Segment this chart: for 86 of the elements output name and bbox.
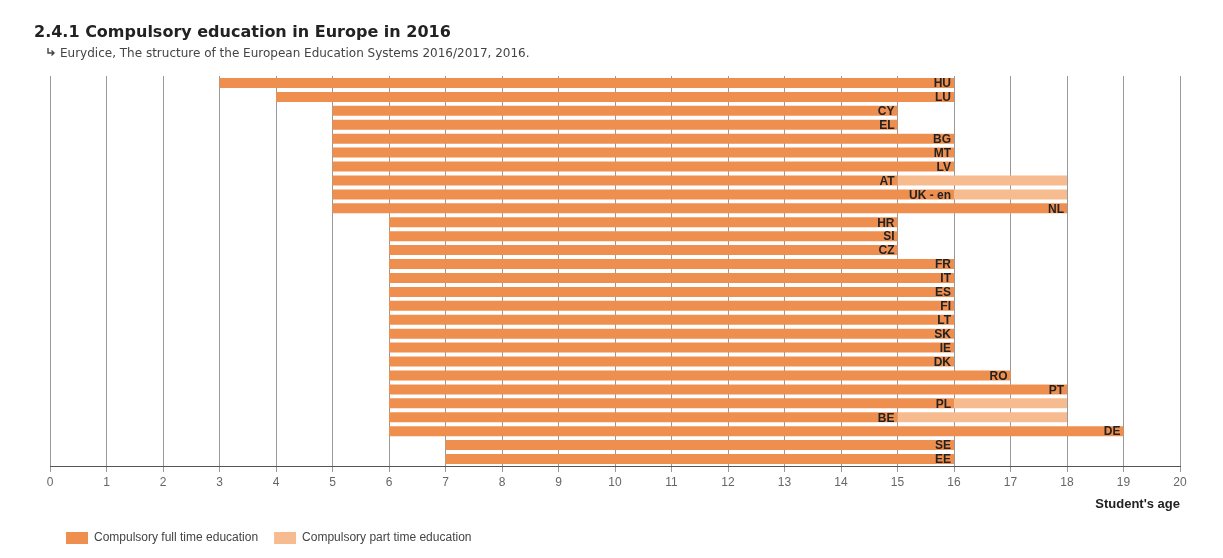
bar — [219, 77, 954, 88]
bar — [389, 272, 954, 283]
y-tick-label: RO — [989, 368, 1008, 383]
y-tick-label: IT — [940, 271, 952, 286]
x-tick-label: 9 — [555, 474, 563, 489]
bar — [389, 370, 1011, 381]
bar — [389, 245, 898, 256]
bar — [897, 412, 1067, 423]
y-tick-label: FR — [935, 257, 952, 272]
y-tick-label: LT — [937, 313, 952, 328]
y-tick-label: DE — [1103, 424, 1121, 439]
chart-subtitle: Eurydice, The structure of the European Education Systems 2016/2017, 2016. — [60, 46, 530, 60]
x-tick-label: 16 — [947, 474, 961, 489]
bar — [332, 189, 954, 200]
x-tick-label: 10 — [608, 474, 622, 489]
bar — [276, 91, 954, 102]
bar — [389, 286, 954, 297]
y-tick-label: AT — [879, 173, 896, 188]
y-tick-label: UK - en — [909, 187, 951, 202]
x-tick-label: 12 — [721, 474, 735, 489]
bar — [389, 356, 954, 367]
bar — [332, 105, 898, 116]
bar — [332, 161, 954, 172]
x-tick-label: 3 — [216, 474, 224, 489]
x-tick-label: 13 — [777, 474, 792, 489]
bar — [389, 398, 954, 409]
bar — [954, 189, 1067, 200]
y-tick-label: EE — [934, 452, 951, 467]
x-tick-label: 15 — [890, 474, 905, 489]
x-tick-label: 8 — [498, 474, 506, 489]
y-tick-label: SK — [934, 326, 952, 341]
x-tick-label: 19 — [1116, 474, 1131, 489]
legend-label: Compulsory part time education — [302, 530, 472, 545]
bar — [389, 426, 1124, 437]
y-tick-label: HU — [933, 76, 951, 91]
y-tick-label: ES — [934, 285, 951, 300]
y-tick-label: IE — [939, 340, 951, 355]
chart-title: 2.4.1 Compulsory education in Europe in 2016 — [34, 22, 451, 41]
bar — [332, 147, 954, 158]
bar — [445, 440, 954, 451]
y-tick-label: CZ — [878, 243, 895, 258]
y-tick-label: CY — [877, 104, 895, 119]
y-tick-label: PL — [935, 396, 951, 411]
x-tick-label: 2 — [159, 474, 167, 489]
x-tick-label: 4 — [272, 474, 280, 489]
y-tick-label: HR — [877, 215, 895, 230]
x-tick-label: 18 — [1060, 474, 1074, 489]
y-tick-label: LU — [935, 90, 951, 105]
bar — [389, 342, 954, 353]
bar — [332, 119, 898, 130]
x-tick-label: 0 — [46, 474, 54, 489]
y-tick-label: SE — [934, 438, 951, 453]
y-tick-label: LV — [936, 159, 951, 174]
bar — [332, 203, 1067, 214]
x-tick-label: 11 — [665, 474, 679, 489]
x-tick-label: 7 — [442, 474, 450, 489]
bar — [389, 231, 898, 242]
y-tick-label: PT — [1048, 382, 1065, 397]
x-tick-label: 6 — [385, 474, 393, 489]
bar — [389, 300, 954, 311]
x-axis-title: Student's age — [1095, 495, 1180, 511]
bar — [954, 398, 1067, 409]
y-tick-label: MT — [933, 145, 952, 160]
y-tick-label: FI — [940, 299, 951, 314]
bar — [332, 175, 898, 186]
legend-label: Compulsory full time education — [94, 530, 259, 545]
bar — [332, 133, 954, 144]
bar — [897, 175, 1067, 186]
y-tick-label: EL — [879, 118, 895, 133]
y-tick-label: DK — [933, 354, 952, 369]
y-tick-label: BG — [933, 131, 951, 146]
bar — [389, 412, 898, 423]
bar — [389, 217, 898, 228]
x-tick-label: 1 — [103, 474, 111, 489]
bar — [389, 384, 1067, 395]
y-tick-label: NL — [1048, 201, 1064, 216]
x-tick-label: 14 — [834, 474, 848, 489]
x-tick-label: 5 — [329, 474, 337, 489]
bar — [445, 454, 954, 465]
bar — [389, 259, 954, 270]
y-tick-label: BE — [877, 410, 895, 425]
bar — [389, 328, 954, 339]
y-tick-label: SI — [883, 229, 895, 244]
x-tick-label: 20 — [1173, 474, 1187, 489]
bar — [389, 314, 954, 325]
x-tick-label: 17 — [1003, 474, 1018, 489]
